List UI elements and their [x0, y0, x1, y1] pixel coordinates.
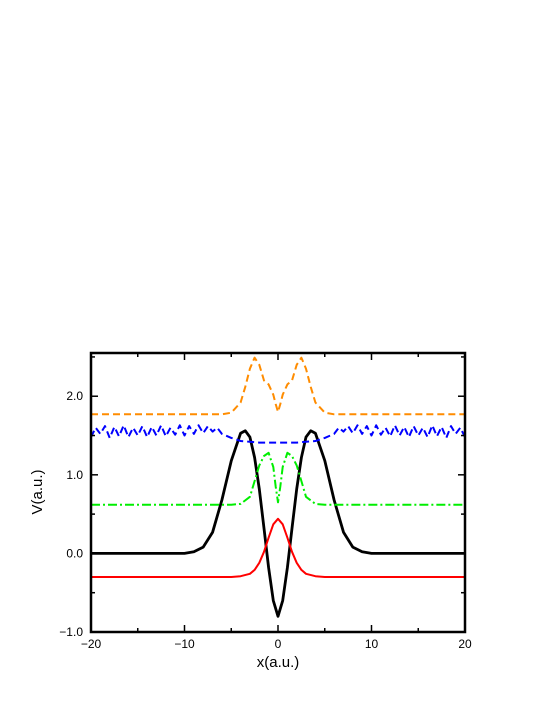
plot-frame	[89, 351, 467, 634]
y-tick-label: −1.0	[59, 625, 83, 639]
y-tick-label: 0.0	[66, 546, 83, 560]
series-line-2	[91, 517, 465, 578]
y-tick-label: 2.0	[66, 389, 83, 403]
series-line-3	[91, 451, 465, 506]
x-axis-label: x(a.u.)	[257, 654, 300, 671]
series-layer	[90, 356, 466, 618]
x-tick-label: 20	[458, 637, 472, 651]
x-tick-label: 0	[275, 637, 282, 651]
x-tick-label: −10	[174, 637, 195, 651]
series-line-5	[91, 356, 465, 416]
x-tick-label: 10	[365, 637, 379, 651]
y-tick-label: 1.0	[66, 468, 83, 482]
y-axis-label: V(a.u.)	[29, 469, 46, 514]
series-line-1	[91, 429, 465, 618]
x-tick-label: −20	[81, 637, 102, 651]
tick-layer: −20 −10 0 10 20 −1.0 0.0 1.0 2.0	[59, 353, 472, 651]
series-line-4	[90, 424, 466, 444]
